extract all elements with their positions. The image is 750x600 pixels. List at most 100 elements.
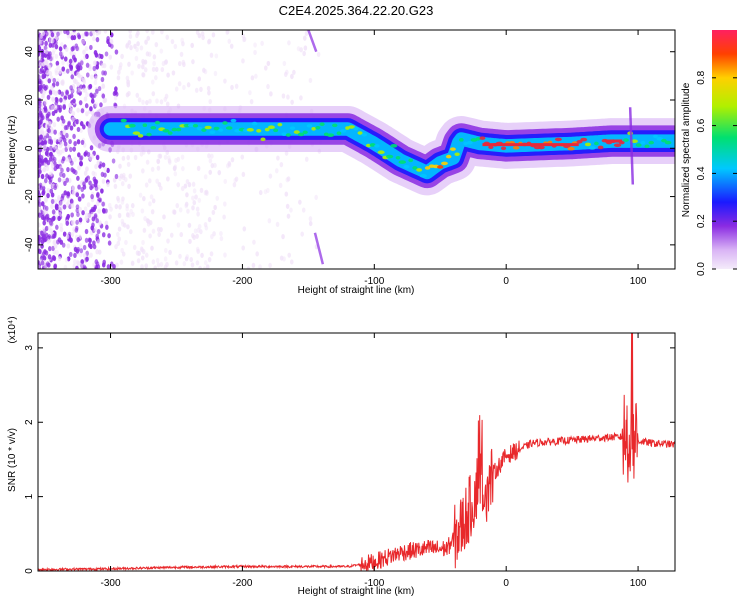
noise-mark (117, 226, 122, 232)
noise-mark (44, 40, 48, 46)
noise-mark (50, 32, 55, 38)
noise-mark (101, 83, 106, 90)
ridge-blob (488, 145, 494, 150)
noise-mark (47, 78, 52, 84)
noise-mark (65, 30, 70, 36)
noise-mark (206, 85, 211, 92)
ridge-blob (246, 128, 254, 132)
noise-mark (100, 188, 104, 194)
noise-mark (126, 161, 131, 168)
noise-mark (108, 214, 112, 220)
noise-mark (180, 37, 184, 43)
noise-mark (95, 218, 100, 224)
noise-mark (102, 259, 107, 265)
noise-mark (213, 70, 218, 77)
ridge-blob (613, 143, 622, 148)
ridge-blob (319, 122, 325, 127)
noise-mark (205, 264, 210, 269)
noise-mark (73, 78, 77, 85)
noise-mark (141, 168, 145, 174)
noise-mark (171, 70, 176, 76)
noise-mark (159, 261, 164, 268)
noise-mark (287, 40, 291, 46)
noise-mark (76, 81, 80, 88)
noise-mark (117, 236, 122, 242)
noise-mark (253, 42, 257, 48)
noise-mark (49, 188, 54, 194)
ridge-blob (336, 131, 342, 136)
noise-mark (209, 52, 214, 58)
noise-mark (80, 139, 85, 145)
noise-mark (84, 237, 89, 243)
ridge-blob (146, 132, 152, 137)
ridge-blob (128, 123, 136, 128)
noise-mark (55, 249, 59, 256)
noise-mark (173, 164, 178, 170)
snr-y-axis: 0 1 2 3 (24, 345, 675, 574)
noise-mark (92, 36, 96, 42)
spectrogram-x-label: Height of straight line (km) (298, 285, 415, 296)
noise-mark (131, 211, 135, 217)
noise-mark (62, 129, 66, 136)
noise-mark (159, 226, 163, 233)
ridge-blob (142, 123, 148, 128)
noise-mark (84, 228, 89, 235)
noise-mark (119, 62, 123, 68)
noise-mark (119, 259, 124, 265)
noise-mark (128, 30, 133, 34)
noise-mark (282, 60, 287, 67)
noise-mark (201, 34, 205, 41)
noise-mark (73, 246, 78, 252)
noise-mark (250, 75, 255, 81)
noise-mark (64, 146, 68, 153)
ridge-blob (412, 166, 418, 170)
noise-mark (175, 203, 180, 209)
noise-mark (59, 222, 63, 228)
ridge-blob (267, 125, 275, 130)
noise-mark (71, 45, 76, 51)
noise-mark (96, 239, 101, 245)
noise-mark (54, 53, 59, 59)
noise-mark (178, 207, 183, 213)
noise-mark (183, 183, 188, 189)
noise-mark (51, 42, 55, 48)
noise-mark (55, 97, 59, 104)
noise-mark (113, 95, 118, 101)
noise-mark (46, 160, 51, 166)
noise-mark (89, 185, 93, 191)
noise-mark (58, 46, 63, 52)
noise-mark (45, 214, 49, 220)
noise-mark (199, 86, 203, 92)
noise-mark (42, 181, 46, 187)
noise-mark (95, 249, 99, 255)
ridge-spike (628, 107, 635, 185)
y-tick-label: 2 (24, 419, 35, 425)
noise-mark (112, 263, 116, 269)
noise-mark (92, 244, 97, 250)
noise-mark (128, 33, 133, 40)
noise-mark (66, 166, 70, 173)
noise-mark (299, 47, 303, 53)
noise-mark (260, 40, 264, 46)
noise-mark (61, 66, 66, 72)
noise-mark (58, 68, 62, 75)
noise-mark (151, 259, 156, 265)
noise-mark (72, 98, 76, 104)
noise-mark (191, 233, 195, 239)
noise-mark (64, 257, 69, 263)
noise-mark (104, 51, 109, 57)
noise-mark (40, 40, 44, 46)
ridge-blob (664, 140, 672, 145)
ridge-blob (475, 136, 481, 141)
noise-mark (187, 182, 192, 188)
noise-mark (300, 231, 304, 237)
noise-mark (121, 221, 125, 227)
noise-mark (115, 262, 119, 268)
noise-mark (103, 172, 107, 178)
ridge-blob (171, 127, 178, 132)
noise-mark (85, 53, 89, 59)
ridge-blob (302, 130, 308, 135)
noise-mark (53, 129, 57, 135)
noise-mark (106, 167, 110, 174)
noise-mark (48, 42, 53, 48)
